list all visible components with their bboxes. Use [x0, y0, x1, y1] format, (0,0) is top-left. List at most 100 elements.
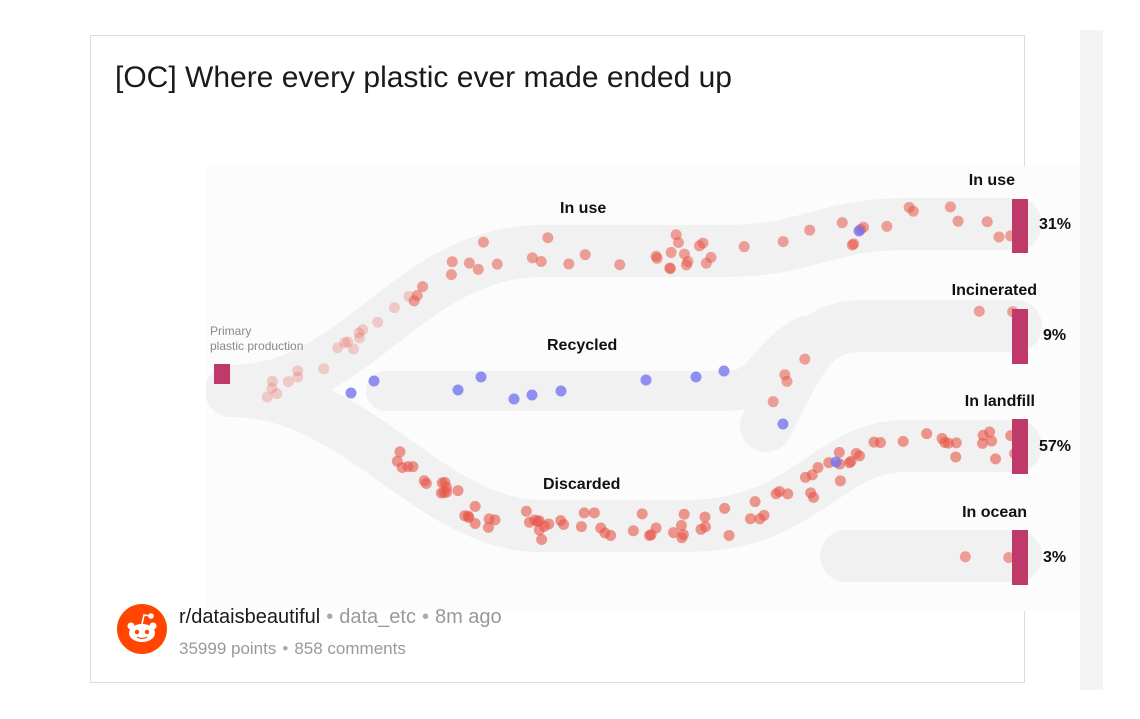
- plastic-dot: [542, 232, 554, 244]
- outcome-percent-landfill: 57%: [1039, 438, 1072, 455]
- plastic-dot: [950, 437, 962, 449]
- plastic-dot: [834, 475, 846, 487]
- points-count: 35999 points: [179, 639, 277, 658]
- plastic-dot: [665, 246, 677, 258]
- plastic-dot: [332, 342, 344, 354]
- plastic-dot: [446, 256, 458, 268]
- outcome-percent-in-use: 31%: [1039, 216, 1072, 233]
- plastic-dot: [758, 509, 770, 521]
- plastic-dot: [804, 224, 816, 236]
- plastic-dot: [462, 510, 474, 522]
- plastic-dot: [993, 231, 1005, 243]
- plastic-dot: [420, 477, 432, 489]
- recycled-dot: [526, 389, 538, 401]
- plastic-dot: [526, 252, 538, 264]
- plastic-dot: [520, 505, 532, 517]
- author-link[interactable]: data_etc: [339, 606, 416, 628]
- flow-label-in-use: In use: [560, 200, 607, 217]
- recycled-dot: [555, 385, 567, 397]
- outcome-bar: [1012, 199, 1028, 253]
- plastic-dot: [805, 487, 817, 499]
- plastic-dot: [678, 508, 690, 520]
- plastic-dot: [782, 488, 794, 500]
- plastic-dot: [533, 515, 545, 527]
- recycled-dot: [830, 456, 842, 468]
- plastic-dot: [705, 251, 717, 263]
- source-label: Primary plastic production: [210, 324, 303, 354]
- plastic-dot: [799, 471, 811, 483]
- plastic-dot: [799, 353, 811, 365]
- plastic-dot: [959, 551, 971, 563]
- plastic-dot: [266, 382, 278, 394]
- outcome-percent-incinerated: 9%: [1043, 327, 1067, 344]
- outcome-percent-ocean: 3%: [1043, 549, 1067, 566]
- plastic-dot: [469, 518, 481, 530]
- recycled-dot: [368, 375, 380, 387]
- source-bar: [214, 364, 230, 384]
- post-image[interactable]: Primary plastic production In use Recycle…: [206, 166, 1091, 611]
- plastic-dot: [353, 327, 365, 339]
- plastic-dot: [578, 507, 590, 519]
- plastic-dot: [318, 363, 330, 375]
- band-discarded: [206, 365, 1042, 552]
- plastic-dot: [936, 432, 948, 444]
- plastic-dot: [777, 236, 789, 248]
- plastic-dot: [417, 281, 429, 293]
- outcome-label-ocean: In ocean: [962, 504, 1027, 521]
- plastic-dot: [977, 429, 989, 441]
- plastic-dot: [292, 371, 304, 383]
- plastic-dot: [536, 533, 548, 545]
- separator: •: [282, 639, 289, 658]
- plastic-dot: [372, 316, 384, 328]
- source-label-line2: plastic production: [210, 339, 304, 353]
- plastic-dot: [282, 376, 294, 388]
- subreddit-link[interactable]: r/dataisbeautiful: [179, 606, 321, 628]
- outcome-bar: [1012, 309, 1028, 364]
- plastic-dot: [749, 496, 761, 508]
- plastic-dot: [535, 255, 547, 267]
- plastic-dot: [266, 375, 278, 387]
- plastic-dot: [563, 258, 575, 270]
- plastic-dot: [668, 527, 680, 539]
- plastic-dot: [463, 257, 475, 269]
- plastic-dot: [812, 462, 824, 474]
- plastic-dot: [675, 519, 687, 531]
- outcome-label-landfill: In landfill: [964, 393, 1035, 410]
- plastic-dot: [558, 519, 570, 531]
- plastic-dot: [595, 522, 607, 534]
- post-title[interactable]: [OC] Where every plastic ever made ended…: [115, 61, 732, 94]
- post-card[interactable]: [OC] Where every plastic ever made ended…: [90, 35, 1091, 683]
- separator: •: [326, 606, 334, 628]
- plastic-dot: [836, 217, 848, 229]
- plastic-dot: [339, 337, 351, 349]
- plastic-dot: [357, 324, 369, 336]
- plastic-dot: [977, 437, 989, 449]
- recycled-dot: [640, 374, 652, 386]
- plastic-dot: [388, 302, 400, 314]
- plastic-dot: [445, 269, 457, 281]
- outcome-bar: [1012, 530, 1028, 585]
- plastic-dot: [986, 435, 998, 447]
- plastic-dot: [614, 259, 626, 271]
- plastic-dot: [353, 332, 365, 344]
- post-time: 8m ago: [434, 606, 502, 628]
- reddit-logo-icon[interactable]: [117, 604, 167, 654]
- plastic-dot: [636, 508, 648, 520]
- comments-link[interactable]: 858 comments: [294, 639, 406, 658]
- plastic-dot: [944, 201, 956, 213]
- plastic-dot: [627, 525, 639, 537]
- recycled-dot: [690, 371, 702, 383]
- plastic-dot: [677, 528, 689, 540]
- flow-diagram: [206, 198, 1042, 585]
- source-label-line1: Primary: [210, 324, 252, 338]
- band-in-use: [206, 198, 1042, 417]
- plastic-dot: [719, 502, 731, 514]
- plastic-dot: [767, 396, 779, 408]
- plastic-dot: [543, 518, 555, 530]
- plastic-dot: [845, 455, 857, 467]
- recycled-dot: [718, 365, 730, 377]
- plastic-dot: [693, 240, 705, 252]
- recycled-dot: [853, 225, 865, 237]
- flow-label-discarded: Discarded: [543, 476, 621, 493]
- scrollbar[interactable]: [1080, 30, 1103, 690]
